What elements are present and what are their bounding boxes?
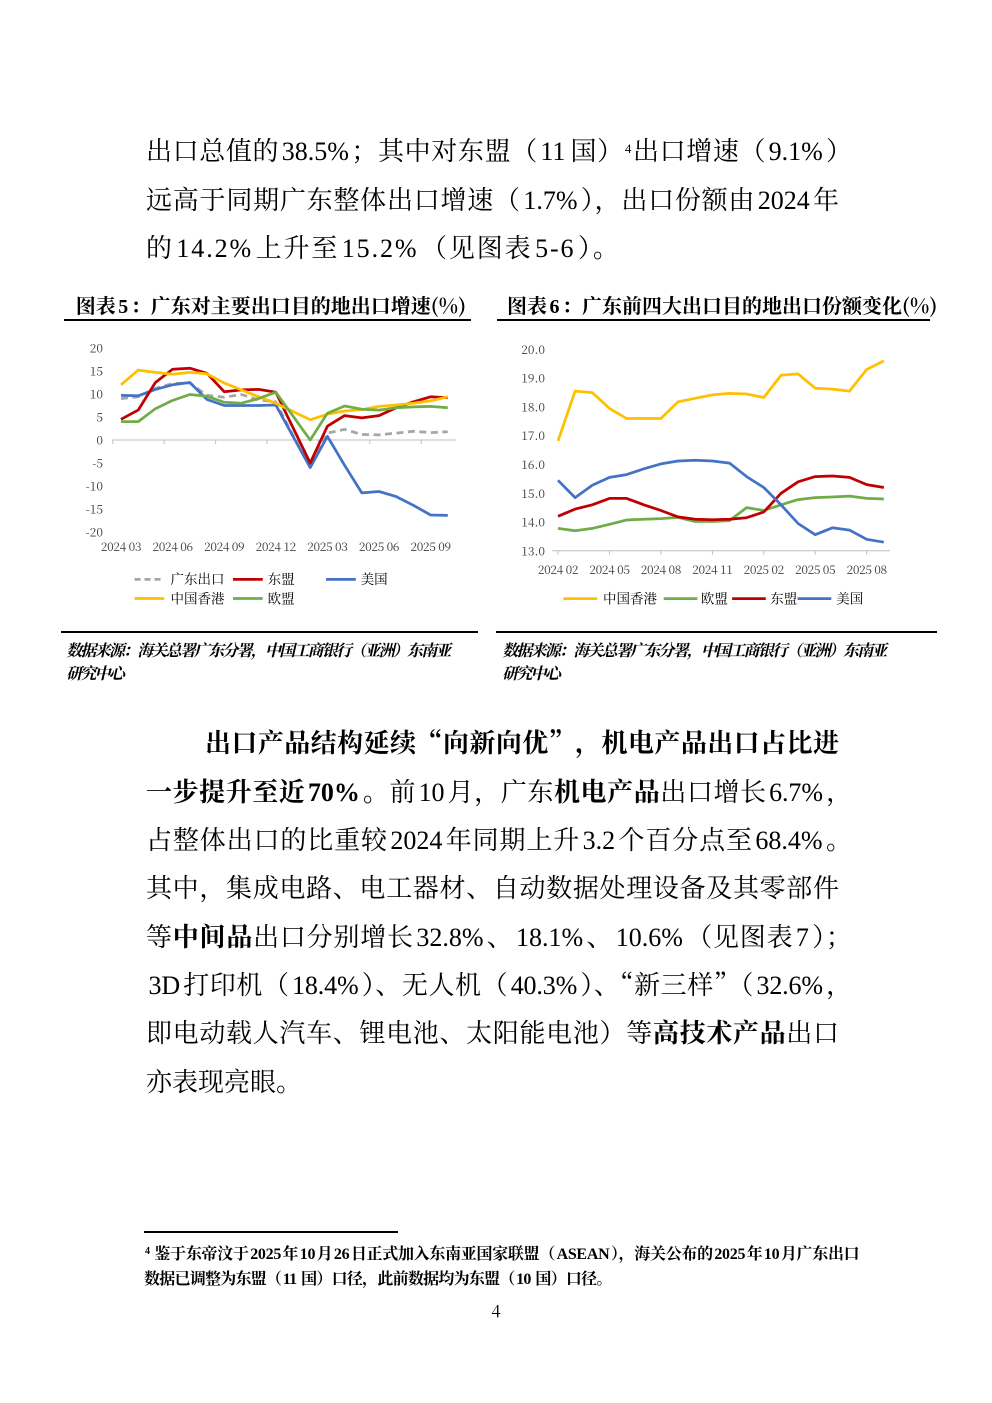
- svg-text:2025 05: 2025 05: [795, 561, 835, 578]
- svg-text:16.0: 16.0: [521, 456, 545, 473]
- svg-text:欧盟: 欧盟: [701, 587, 728, 607]
- svg-text:15.0: 15.0: [521, 485, 545, 502]
- svg-text:20: 20: [90, 340, 103, 357]
- svg-text:2025 03: 2025 03: [307, 538, 347, 555]
- svg-text:美国: 美国: [836, 587, 863, 607]
- svg-text:中国香港: 中国香港: [603, 587, 657, 607]
- svg-text:2024 08: 2024 08: [641, 561, 681, 578]
- svg-text:2024 02: 2024 02: [538, 561, 579, 578]
- svg-text:中国香港: 中国香港: [171, 587, 225, 607]
- svg-text:2025 02: 2025 02: [744, 561, 785, 578]
- svg-text:-5: -5: [92, 455, 103, 472]
- svg-text:东盟: 东盟: [770, 587, 797, 607]
- svg-text:-10: -10: [86, 478, 103, 495]
- svg-text:2024 09: 2024 09: [204, 538, 244, 555]
- svg-text:0: 0: [96, 432, 103, 449]
- svg-text:2024 05: 2024 05: [589, 561, 629, 578]
- svg-text:-15: -15: [86, 501, 103, 518]
- svg-text:2024 06: 2024 06: [152, 538, 192, 555]
- svg-text:2025 06: 2025 06: [359, 538, 399, 555]
- svg-text:15: 15: [90, 363, 103, 380]
- svg-text:2024 11: 2024 11: [692, 561, 732, 578]
- svg-text:2024 03: 2024 03: [101, 538, 141, 555]
- svg-text:18.0: 18.0: [521, 398, 545, 415]
- svg-text:19.0: 19.0: [521, 370, 545, 387]
- svg-text:14.0: 14.0: [521, 514, 545, 531]
- svg-text:东盟: 东盟: [268, 568, 295, 588]
- svg-text:欧盟: 欧盟: [268, 587, 295, 607]
- svg-text:13.0: 13.0: [521, 542, 545, 559]
- svg-text:5: 5: [96, 409, 103, 426]
- svg-text:2025 08: 2025 08: [847, 561, 887, 578]
- svg-text:20.0: 20.0: [521, 341, 545, 358]
- svg-text:2025 09: 2025 09: [410, 538, 450, 555]
- svg-text:广东出口: 广东出口: [171, 568, 225, 588]
- svg-text:-20: -20: [86, 524, 103, 541]
- svg-text:美国: 美国: [361, 568, 388, 588]
- svg-text:10: 10: [90, 386, 103, 403]
- svg-text:2024 12: 2024 12: [256, 538, 297, 555]
- svg-text:17.0: 17.0: [521, 427, 545, 444]
